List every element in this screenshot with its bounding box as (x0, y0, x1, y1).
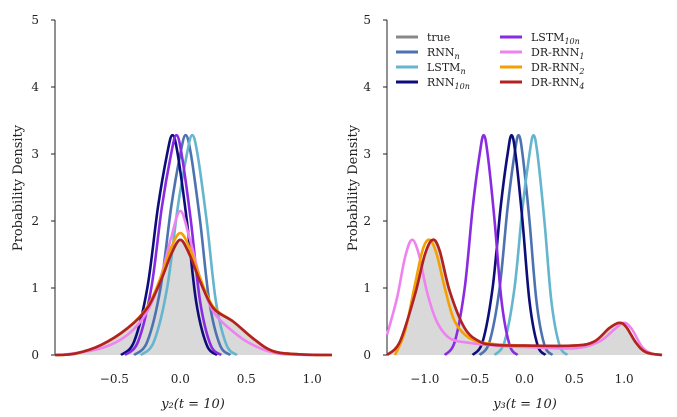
right-plot-area (385, 133, 663, 357)
series-line-lstm_n (493, 133, 569, 356)
legend-label: DR-RNN2 (531, 61, 584, 76)
y-tick-label: 2 (363, 214, 371, 228)
x-tick-label: 0.0 (515, 372, 534, 386)
series-line-lstm_10n (123, 133, 223, 357)
left-subplot: Probability Density y₂(t = 10) 0 1 2 3 4 5 −0.… (11, 13, 333, 412)
legend-item-rnn_10n: RNN10n (396, 76, 470, 91)
series-fill-true (387, 239, 662, 355)
series-line-drrnn_4 (386, 238, 663, 357)
y-tick-label: 4 (31, 80, 39, 94)
x-tick-label: 0.5 (237, 372, 256, 386)
legend-label: RNN10n (427, 76, 470, 91)
y-tick-label: 5 (31, 13, 39, 27)
y-tick-label: 5 (363, 13, 371, 27)
legend-label-base: DR-RNN (531, 46, 580, 59)
legend-label-base: LSTM (427, 61, 460, 74)
legend-label-subscript: 4 (578, 82, 584, 91)
legend-item-drrnn_1: DR-RNN1 (500, 46, 584, 61)
series-line-lstm_10n (443, 133, 519, 356)
left-ticks: 0 1 2 3 4 5 −0.5 0.0 0.5 1.0 (31, 13, 321, 386)
legend-label-base: DR-RNN (531, 61, 580, 74)
x-tick-label: −0.5 (100, 372, 129, 386)
legend-label-base: DR-RNN (531, 76, 580, 89)
x-tick-label: 0.5 (565, 372, 584, 386)
legend-label-base: LSTM (531, 31, 564, 44)
legend-item-rnn_n: RNNn (396, 46, 460, 61)
series-fill-true (55, 239, 332, 355)
legend: trueRNNnLSTMnRNN10nLSTM10nDR-RNN1DR-RNN2… (396, 31, 584, 91)
right-subplot: Probability Density y₃(t = 10) 0 1 2 3 4 5 −1.… (346, 13, 663, 412)
series-line-drrnn_4 (54, 238, 333, 357)
legend-label: DR-RNN1 (531, 46, 584, 61)
legend-label: RNNn (427, 46, 460, 61)
legend-label-base: RNN (427, 76, 455, 89)
y-tick-label: 3 (363, 147, 371, 161)
y-tick-label: 2 (31, 214, 39, 228)
legend-label-subscript: 10n (455, 82, 470, 91)
legend-label-subscript: n (455, 52, 460, 61)
y-tick-label: 1 (31, 281, 39, 295)
y-tick-label: 0 (31, 348, 39, 362)
legend-item-true: true (396, 31, 450, 44)
legend-label: LSTMn (427, 61, 466, 76)
legend-label-subscript: n (460, 67, 465, 76)
legend-label-subscript: 10n (564, 37, 579, 46)
series-line-rnn_n (478, 133, 554, 356)
legend-label-subscript: 1 (579, 52, 584, 61)
x-tick-label: 1.0 (615, 372, 634, 386)
y-tick-label: 0 (363, 348, 371, 362)
y-tick-label: 4 (363, 80, 371, 94)
y-tick-label: 1 (363, 281, 371, 295)
series-line-rnn_n (133, 133, 232, 357)
right-x-axis-label: y₃(t = 10) (492, 397, 557, 412)
series-line-rnn_10n (120, 133, 219, 357)
legend-item-drrnn_2: DR-RNN2 (500, 61, 584, 76)
left-y-axis-label: Probability Density (11, 124, 26, 251)
x-tick-label: −0.5 (460, 372, 489, 386)
legend-item-lstm_10n: LSTM10n (500, 31, 580, 46)
series-line-rnn_10n (471, 133, 547, 356)
right-y-axis-label: Probability Density (346, 124, 361, 251)
legend-item-drrnn_4: DR-RNN4 (500, 76, 584, 91)
left-x-axis-label: y₂(t = 10) (160, 397, 225, 412)
right-ticks: 0 1 2 3 4 5 −1.0 −0.5 0.0 0.5 1.0 (363, 13, 633, 386)
legend-item-lstm_n: LSTMn (396, 61, 466, 76)
x-tick-label: −1.0 (410, 372, 439, 386)
x-tick-label: 1.0 (303, 372, 322, 386)
y-tick-label: 3 (31, 147, 39, 161)
left-plot-area (54, 133, 333, 357)
legend-label: LSTM10n (531, 31, 580, 46)
legend-label: DR-RNN4 (531, 76, 584, 91)
legend-label: true (427, 31, 450, 44)
legend-label-subscript: 2 (578, 67, 584, 76)
series-line-drrnn_1 (61, 209, 326, 357)
legend-label-base: true (427, 31, 450, 44)
legend-label-base: RNN (427, 46, 455, 59)
x-tick-label: 0.0 (171, 372, 190, 386)
